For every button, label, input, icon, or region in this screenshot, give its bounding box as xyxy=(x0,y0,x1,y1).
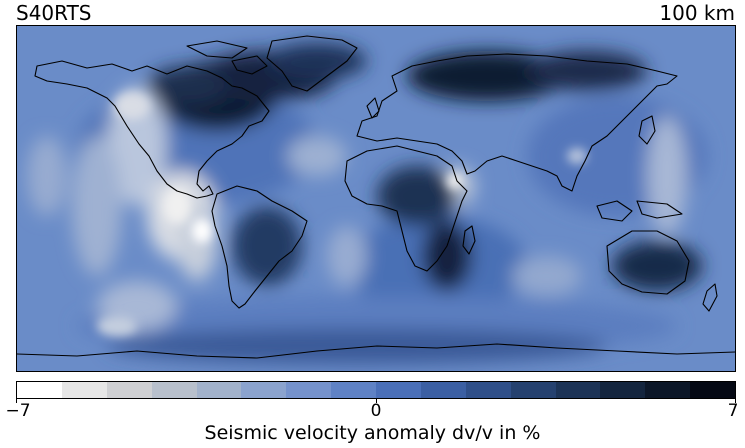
colorbar-segment xyxy=(420,382,466,398)
coast-south-america xyxy=(211,185,308,309)
colorbar-segment xyxy=(331,382,376,398)
colorbar-segment xyxy=(645,382,691,398)
coast-madagascar xyxy=(462,225,476,255)
tomography-map-svg xyxy=(17,26,735,371)
coastlines xyxy=(17,35,735,359)
coast-antarctica xyxy=(17,343,735,359)
colorbar-label: Seismic velocity anomaly dv/v in % xyxy=(204,422,541,444)
colorbar xyxy=(16,381,736,399)
colorbar-tick xyxy=(735,399,736,403)
coast-africa xyxy=(344,145,468,272)
coast-se-asia-islands xyxy=(596,200,683,222)
coast-australia xyxy=(606,230,690,295)
model-name: S40RTS xyxy=(16,1,92,25)
depth-label: 100 km xyxy=(659,1,735,25)
colorbar-segment xyxy=(690,382,735,398)
coast-new-zealand xyxy=(702,283,718,312)
colorbar-segment xyxy=(555,382,601,398)
colorbar-segment xyxy=(376,382,421,398)
colorbar-segment xyxy=(600,382,646,398)
colorbar-tick xyxy=(376,399,377,403)
coast-north-america xyxy=(34,60,270,199)
colorbar-segment xyxy=(17,382,62,398)
coast-greenland xyxy=(266,35,358,92)
velocity-detail xyxy=(97,92,587,336)
colorbar-segment xyxy=(151,382,197,398)
colorbar-segment xyxy=(286,382,332,398)
coast-british-isles xyxy=(366,97,380,119)
colorbar-segment xyxy=(61,382,107,398)
tomography-map xyxy=(16,25,736,372)
colorbar-segment xyxy=(510,382,556,398)
colorbar-segment xyxy=(465,382,511,398)
colorbar-segment xyxy=(241,382,287,398)
colorbar-segment xyxy=(106,382,152,398)
velocity-field xyxy=(27,43,707,364)
colorbar-tick xyxy=(16,399,17,403)
colorbar-tick-label: 7 xyxy=(727,401,739,421)
coast-arctic-islands xyxy=(186,40,268,75)
coast-eurasia xyxy=(356,53,678,192)
colorbar-tick-label: 0 xyxy=(370,401,382,421)
colorbar-tick-label: −7 xyxy=(5,401,31,421)
coast-japan xyxy=(638,115,656,145)
colorbar-segment xyxy=(196,382,242,398)
